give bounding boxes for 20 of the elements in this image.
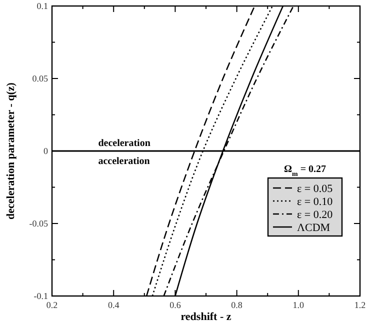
legend-label: ε = 0.20 <box>297 209 334 221</box>
y-tick-label: 0 <box>44 146 48 156</box>
x-axis-title: redshift - z <box>180 311 232 323</box>
legend-label: ε = 0.05 <box>297 183 334 195</box>
y-tick-label: -0.05 <box>29 218 48 228</box>
x-tick-label: 1.0 <box>292 300 305 310</box>
legend-title: Ω$_{m}$ = 0.27 <box>284 164 326 178</box>
annotation: acceleration <box>98 156 150 167</box>
x-tick-label: 1.2 <box>354 300 366 310</box>
y-tick-label: -0.1 <box>34 291 48 301</box>
legend-label: ΛCDM <box>297 222 330 234</box>
x-tick-label: 0.6 <box>170 300 182 310</box>
y-tick-label: 0.1 <box>36 1 48 11</box>
x-tick-label: 0.4 <box>108 300 120 310</box>
x-tick-label: 0.2 <box>46 300 58 310</box>
y-axis-title: deceleration parameter - q(z) <box>5 82 17 220</box>
x-tick-label: 0.8 <box>231 300 243 310</box>
annotation: deceleration <box>98 138 151 149</box>
y-tick-label: 0.05 <box>32 74 48 84</box>
legend-label: ε = 0.10 <box>297 196 334 208</box>
